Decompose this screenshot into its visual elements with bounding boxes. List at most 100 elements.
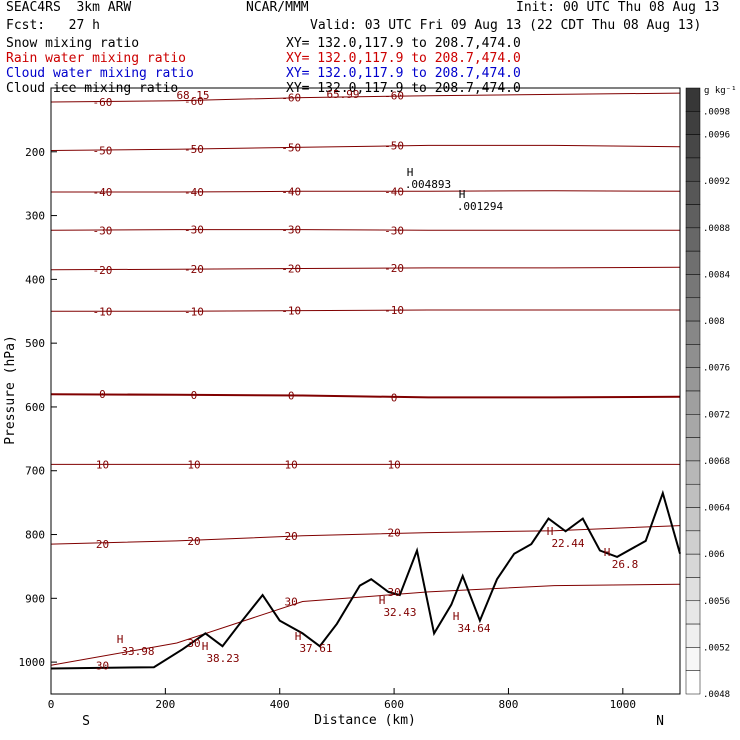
top-contour-label: 68.15: [176, 89, 209, 102]
isotherm-line--40: [51, 190, 681, 193]
isotherm-line--10: [51, 309, 680, 312]
colorbar-swatch: [685, 320, 701, 345]
plot-frame: [50, 87, 681, 695]
axes: 0 200 400 600 800 100020030040050060070080090…: [19, 146, 637, 711]
contour-label: -30: [384, 224, 404, 237]
field-label-snow: Snow mixing ratio: [6, 36, 140, 51]
h-marker-value: 32.43: [383, 606, 416, 619]
h-marker-value: 37.61: [299, 642, 332, 655]
valid-time: Valid: 03 UTC Fri 09 Aug 13 (22 CDT Thu …: [310, 18, 702, 33]
y-tick-label: 1000: [19, 656, 46, 669]
contour-label: 30: [387, 586, 400, 599]
y-tick-label: 600: [25, 401, 45, 414]
colorbar-swatch: [685, 87, 701, 112]
contour-label: 20: [387, 527, 400, 540]
h-marker-value: 33.98: [121, 645, 154, 658]
contour-label: 30: [285, 596, 298, 609]
terrain: [50, 489, 681, 670]
contour-label: -60: [281, 92, 301, 105]
x-tick-label: 200: [155, 698, 175, 711]
field-xy-cloud-water: XY= 132.0,117.9 to 208.7,474.0: [286, 66, 521, 81]
contour-label: 0: [191, 389, 198, 402]
colorbar-swatch: [685, 344, 701, 368]
x-tick-label: 1000: [610, 698, 637, 711]
contour-label: -10: [93, 305, 113, 318]
field-xy-rain: XY= 132.0,117.9 to 208.7,474.0: [286, 51, 521, 66]
h-marker-value: .001294: [457, 200, 504, 213]
colorbar-tick-label: .0084: [703, 270, 730, 280]
colorbar-tick-label: .0048: [703, 690, 730, 700]
contour-label: 30: [187, 637, 200, 650]
contour-label: -50: [281, 141, 301, 154]
contour-labels: -60 -60 -60 -60 -50 -50 -50 -50 -40 -40 -40 -40 -30 -…: [93, 88, 639, 672]
colorbar-tick-label: .008: [703, 317, 725, 327]
h-marker-letter: H: [453, 610, 460, 623]
colorbar: .0098 .0096 .0092 .0088 .0084 .008 .0076 .0072.…: [685, 87, 730, 700]
contour-label: -20: [93, 264, 113, 277]
contour-label: -10: [281, 305, 301, 318]
contour-label: -40: [93, 186, 113, 199]
y-tick-label: 500: [25, 337, 45, 350]
x-axis-label: Distance (km): [314, 713, 416, 728]
h-marker-letter: H: [295, 630, 302, 643]
h-marker-value: 34.64: [457, 622, 490, 635]
contour-label: 10: [96, 458, 109, 471]
colorbar-swatch: [685, 111, 701, 135]
colorbar-tick-label: .0076: [703, 364, 730, 374]
colorbar-swatch: [685, 460, 701, 485]
contour-label: -20: [384, 262, 404, 275]
contour-label: -10: [384, 304, 404, 317]
colorbar-tick-label: .0098: [703, 107, 730, 117]
contour-label: -30: [93, 224, 113, 237]
colorbar-swatch: [685, 483, 701, 508]
contour-label: 10: [387, 458, 400, 471]
h-marker-value: 38.23: [206, 652, 239, 665]
contour-label: 10: [285, 458, 298, 471]
isotherm-line-0: [50, 393, 681, 399]
h-marker-letter: H: [407, 166, 414, 179]
forecast-hour: Fcst: 27 h: [6, 18, 100, 33]
colorbar-swatch: [685, 274, 701, 299]
h-marker-letter: H: [117, 633, 124, 646]
colorbar-tick-label: .0064: [703, 504, 730, 514]
x-tick-label: 400: [270, 698, 290, 711]
top-contour-label: 65.99: [326, 88, 359, 101]
terrain-line: [50, 489, 681, 670]
contour-label: -60: [93, 96, 113, 109]
contour-label: 30: [96, 659, 109, 672]
field-label-cloud-water: Cloud water mixing ratio: [6, 66, 194, 81]
x-tick-label: 800: [499, 698, 519, 711]
h-marker-letter: H: [604, 546, 611, 559]
y-tick-label: 800: [25, 529, 45, 542]
colorbar-tick-label: .0068: [703, 457, 730, 467]
colorbar-swatch: [685, 134, 701, 159]
isotherm-contours: [50, 92, 681, 666]
y-tick-label: 400: [25, 273, 45, 286]
colorbar-swatch: [685, 180, 701, 205]
x-tick-label: 0: [48, 698, 55, 711]
colorbar-tick-label: .0088: [703, 224, 730, 234]
contour-label: -20: [281, 263, 301, 276]
colorbar-tick-label: .0092: [703, 177, 730, 187]
colorbar-swatch: [685, 297, 701, 322]
contour-label: -20: [184, 263, 204, 276]
colorbar-swatch: [685, 670, 701, 695]
center-name: NCAR/MMM: [246, 0, 309, 15]
contour-label: -30: [184, 224, 204, 237]
isotherm-line--50: [50, 144, 681, 151]
y-tick-label: 300: [25, 210, 45, 223]
contour-label: -10: [184, 305, 204, 318]
isotherm-line--20: [50, 266, 681, 271]
colorbar-swatch: [685, 623, 701, 648]
colorbar-swatch: [685, 250, 701, 275]
contour-label: 20: [285, 530, 298, 543]
isotherm-line-20: [50, 525, 681, 545]
x-tick-label: 600: [384, 698, 404, 711]
colorbar-swatch: [685, 553, 701, 578]
colorbar-swatch: [685, 367, 701, 392]
y-tick-label: 700: [25, 465, 45, 478]
colorbar-swatch: [685, 647, 701, 671]
field-label-rain: Rain water mixing ratio: [6, 51, 187, 66]
contour-label: -50: [184, 143, 204, 156]
